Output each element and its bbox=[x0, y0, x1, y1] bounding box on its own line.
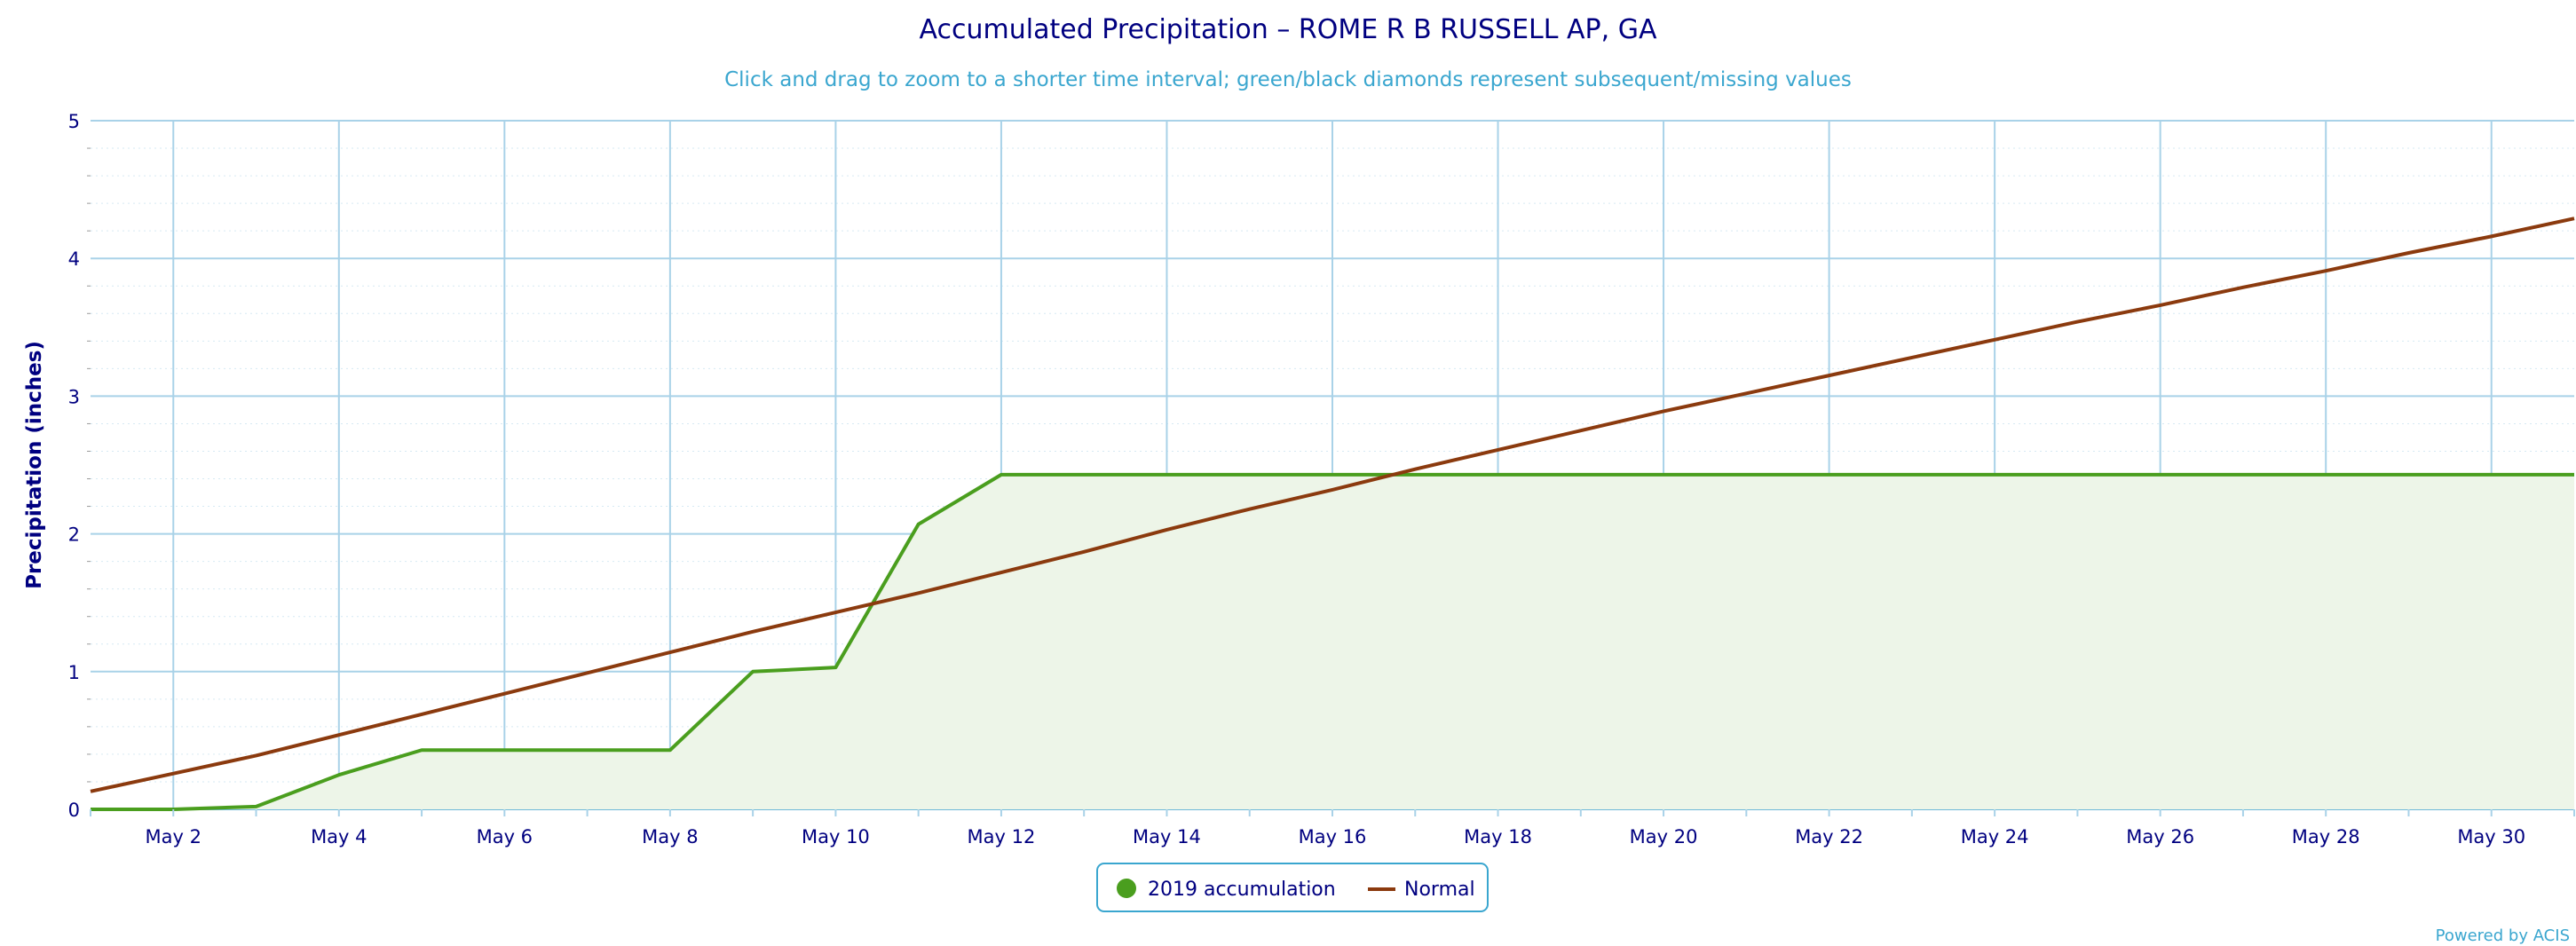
chart-title: Accumulated Precipitation – ROME R B RUS… bbox=[920, 14, 1657, 45]
x-axis-ticks: May 2 May 4 May 6 May 8 May 10 May 12 May 14 Ma… bbox=[90, 809, 2575, 847]
x-tick-label: May 2 bbox=[146, 826, 201, 847]
y-tick-label: 5 bbox=[68, 111, 80, 132]
accumulation-series-line[interactable] bbox=[91, 472, 2574, 811]
x-tick-label: May 8 bbox=[642, 826, 698, 847]
y-tick-label: 3 bbox=[68, 386, 80, 407]
legend-item-accumulation[interactable]: 2019 accumulation bbox=[1117, 879, 1336, 901]
legend-normal-label: Normal bbox=[1404, 879, 1475, 901]
legend-item-normal[interactable]: Normal bbox=[1368, 879, 1475, 901]
x-tick-label: May 18 bbox=[1464, 826, 1532, 847]
y-axis-ticks: 0 1 2 3 4 5 bbox=[68, 111, 80, 821]
legend-accumulation-label: 2019 accumulation bbox=[1148, 879, 1336, 901]
x-tick-label: May 12 bbox=[968, 826, 1036, 847]
legend-box bbox=[1096, 863, 1489, 912]
x-tick-label: May 26 bbox=[2126, 826, 2194, 847]
y-tick-label: 1 bbox=[68, 662, 80, 683]
x-tick-label: May 22 bbox=[1795, 826, 1863, 847]
legend-accumulation-marker bbox=[1117, 879, 1136, 898]
y-axis-label: Precipitation (inches) bbox=[23, 341, 46, 589]
x-tick-label: May 14 bbox=[1133, 826, 1201, 847]
x-tick-label: May 24 bbox=[1961, 826, 2029, 847]
x-tick-label: May 30 bbox=[2457, 826, 2525, 847]
credit-link[interactable]: Powered by ACIS bbox=[2436, 926, 2570, 945]
accumulation-area bbox=[91, 474, 2574, 809]
x-tick-label: May 6 bbox=[477, 826, 533, 847]
normal-series-line[interactable] bbox=[90, 217, 2575, 793]
x-tick-label: May 4 bbox=[311, 826, 367, 847]
x-tick-label: May 16 bbox=[1299, 826, 1367, 847]
x-tick-label: May 28 bbox=[2292, 826, 2360, 847]
x-tick-label: May 20 bbox=[1630, 826, 1698, 847]
chart-subtitle: Click and drag to zoom to a shorter time… bbox=[724, 68, 1852, 91]
y-tick-label: 4 bbox=[68, 248, 80, 270]
x-tick-label: May 10 bbox=[802, 826, 870, 847]
y-tick-label: 2 bbox=[68, 524, 80, 546]
legend[interactable]: 2019 accumulation Normal bbox=[1096, 863, 1489, 912]
y-tick-label: 0 bbox=[68, 800, 80, 821]
plot-series bbox=[90, 217, 2575, 811]
